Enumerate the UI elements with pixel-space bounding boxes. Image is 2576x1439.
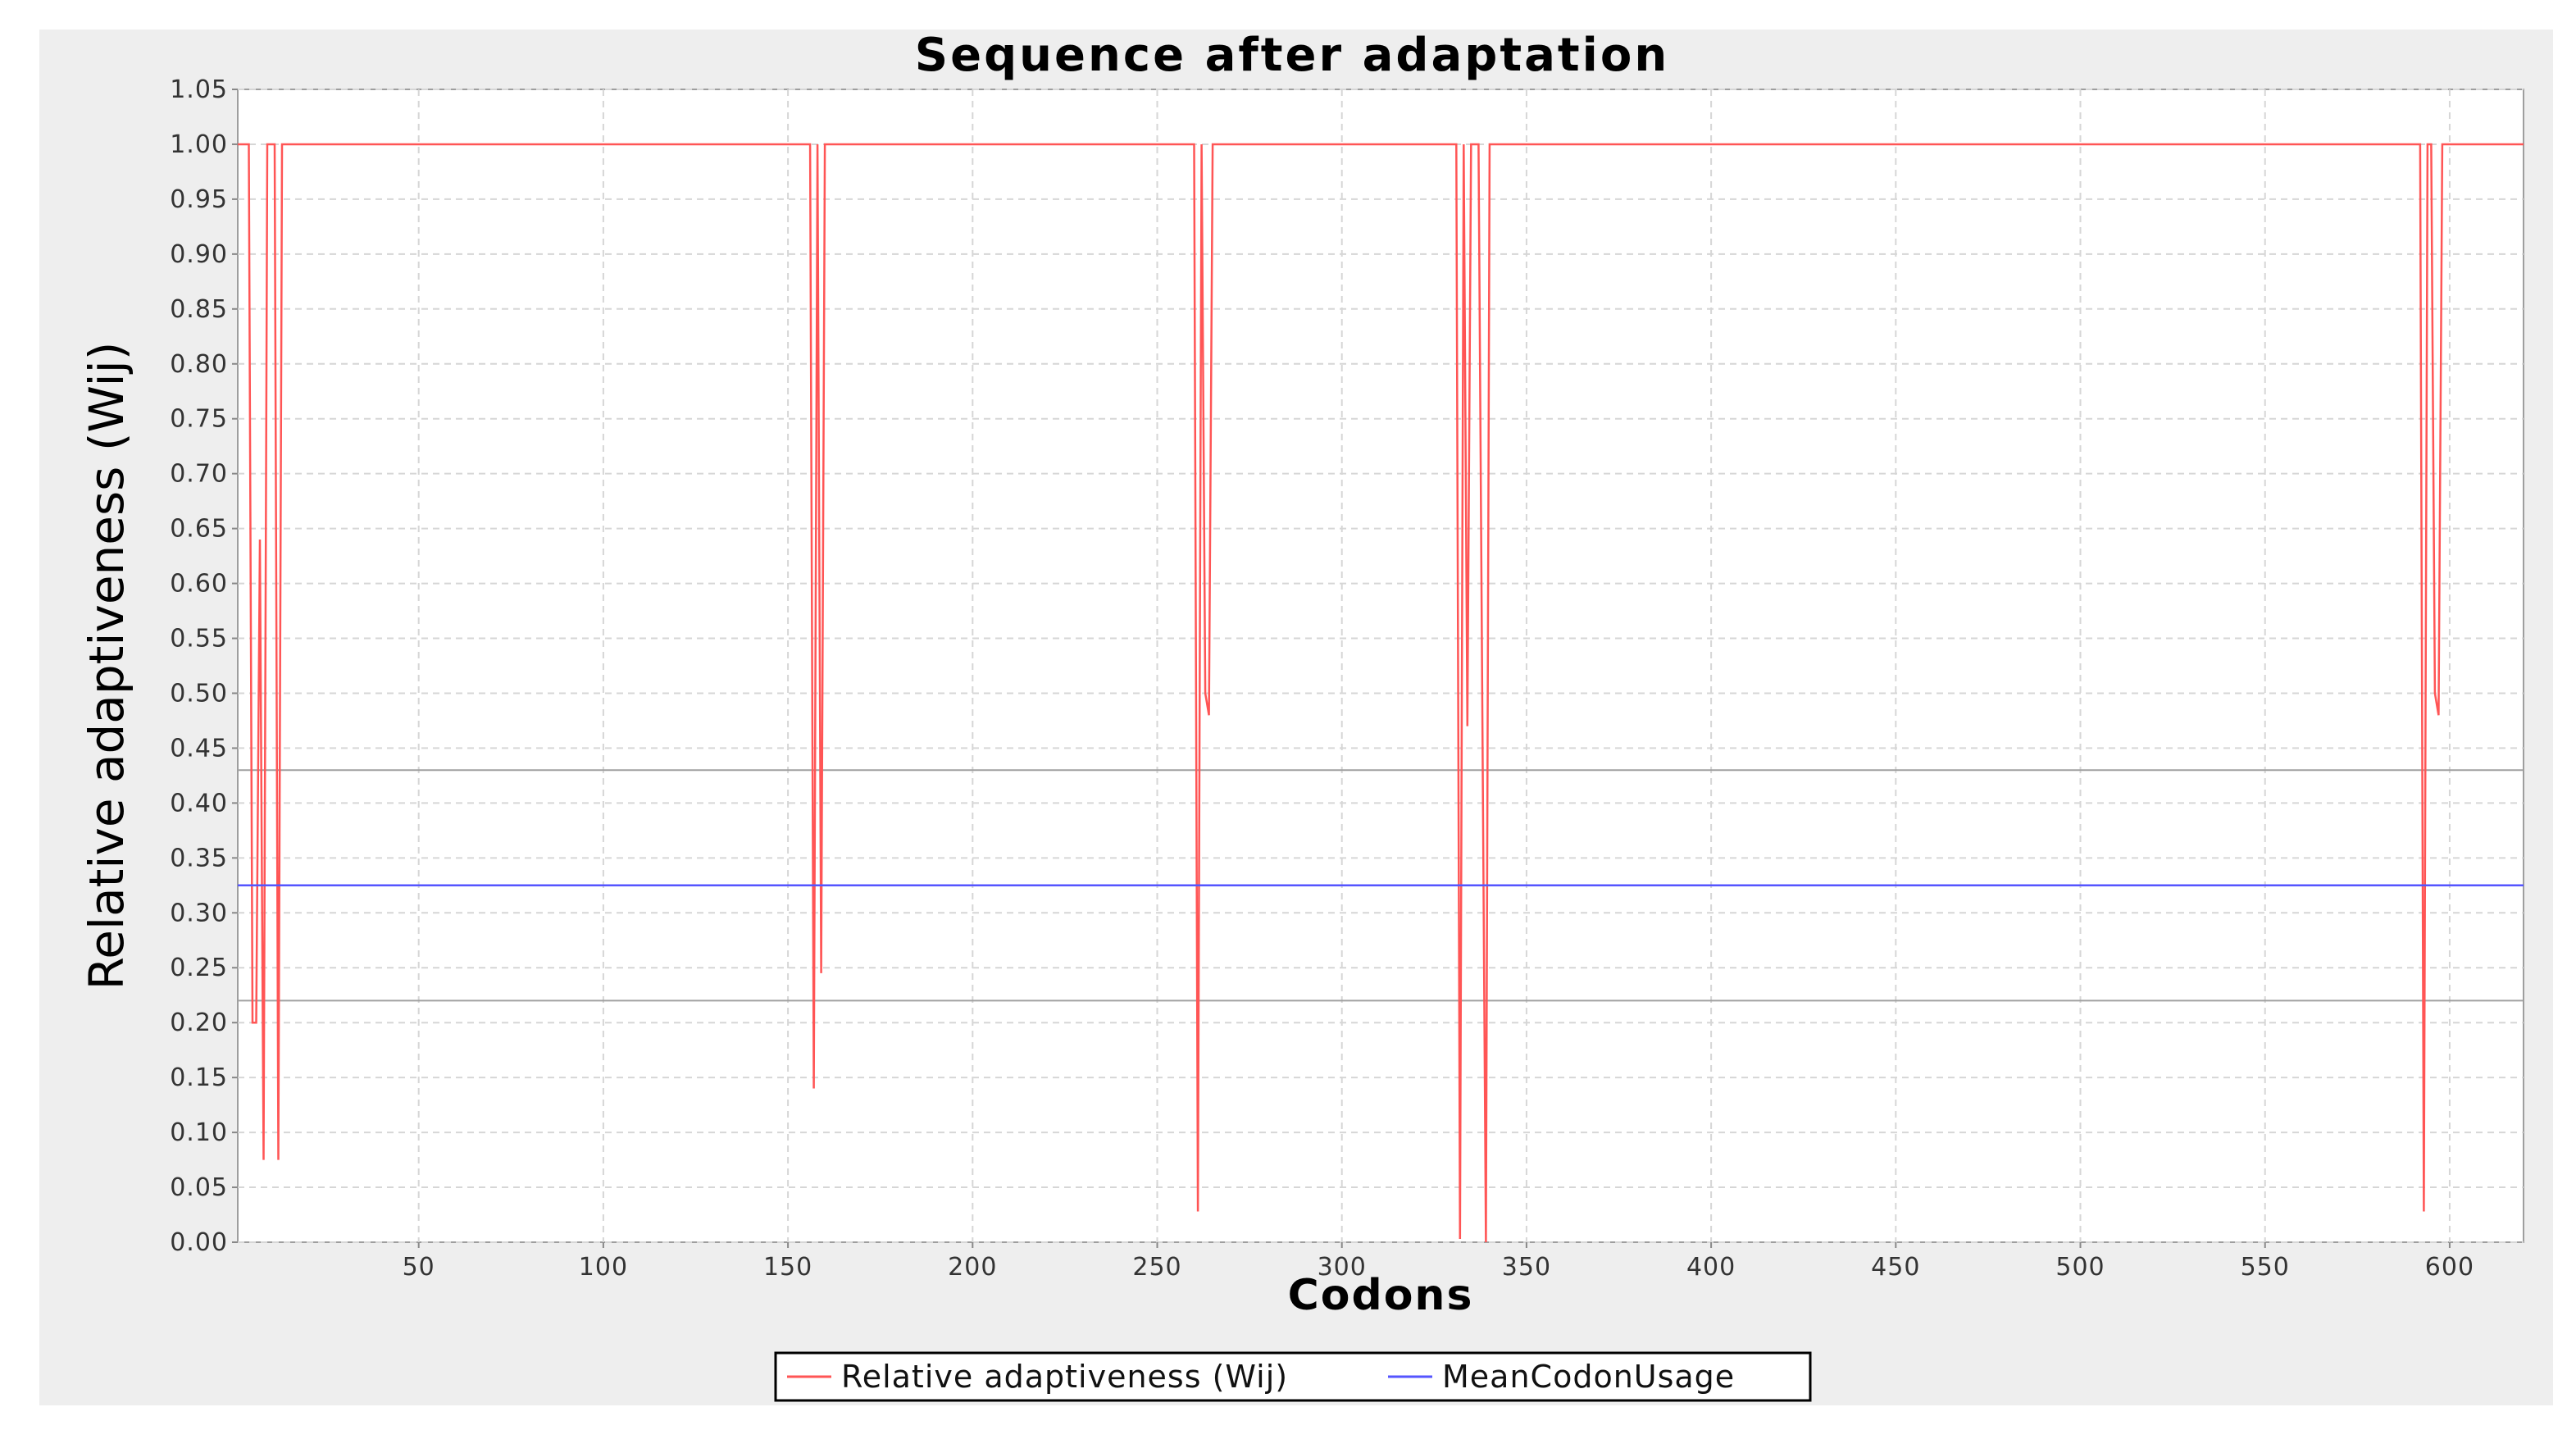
y-tick-label: 0.10 [170, 1118, 228, 1147]
chart-svg: Sequence after adaptation 0.000.050.100.… [79, 30, 2524, 1402]
x-tick-label: 250 [1132, 1253, 1181, 1282]
x-tick-label: 450 [1871, 1253, 1920, 1282]
x-axis-label: Codons [1288, 1271, 1474, 1320]
y-tick-label: 0.30 [170, 899, 228, 927]
x-tick-label: 200 [948, 1253, 997, 1282]
y-tick-label: 0.20 [170, 1009, 228, 1037]
chart-panel: Sequence after adaptation 0.00 0.05 0.10 0.… [39, 30, 2553, 1405]
y-tick-label: 0.60 [170, 570, 228, 599]
legend-label-wij: Relative adaptiveness (Wij) [841, 1359, 1288, 1395]
y-tick-label: 1.05 [170, 75, 228, 104]
y-tick-labels: 0.00 0.05 0.10 0.15 0.20 0.25 0.30 0.35 0.40 0.45… [170, 75, 238, 1257]
x-tick-label: 150 [763, 1253, 812, 1282]
x-tick-label: 550 [2241, 1253, 2290, 1282]
x-tick-label: 50 [403, 1253, 435, 1282]
x-tick-labels: 50 100 150 200 250 300 350 400 450 500 550 600 [403, 1242, 2474, 1282]
y-tick-label: 0.95 [170, 185, 228, 214]
x-tick-label: 350 [1502, 1253, 1551, 1282]
y-tick-label: 0.15 [170, 1063, 228, 1092]
x-tick-label: 100 [579, 1253, 628, 1282]
y-tick-label: 0.75 [170, 405, 228, 434]
x-tick-label: 600 [2425, 1253, 2474, 1282]
y-tick-label: 0.85 [170, 295, 228, 324]
y-tick-label: 0.55 [170, 625, 228, 653]
series-line-wij [238, 143, 2524, 1243]
y-tick-label: 0.50 [170, 679, 228, 708]
y-tick-label: 0.45 [170, 734, 228, 763]
legend-label-mean: MeanCodonUsage [1442, 1359, 1735, 1395]
y-tick-label: 0.80 [170, 350, 228, 379]
y-tick-label: 0.90 [170, 240, 228, 269]
chart-title: Sequence after adaptation [915, 30, 1669, 82]
y-tick-label: 0.40 [170, 789, 228, 817]
x-tick-label: 400 [1686, 1253, 1736, 1282]
x-tick-label: 300 [1318, 1253, 1367, 1282]
y-axis-label: Relative adaptiveness (Wij) [79, 342, 134, 990]
legend-box [774, 1351, 1812, 1402]
y-tick-label: 0.00 [170, 1228, 228, 1257]
legend: Relative adaptiveness (Wij) MeanCodonUsa… [774, 1351, 1812, 1402]
y-tick-label: 1.00 [170, 130, 228, 159]
x-tick-label: 500 [2055, 1253, 2105, 1282]
y-tick-label: 0.25 [170, 954, 228, 982]
series-layer [238, 143, 2524, 1243]
y-tick-label: 0.35 [170, 844, 228, 872]
reference-lines [238, 769, 2524, 1002]
y-tick-label: 0.05 [170, 1173, 228, 1202]
y-tick-label: 0.65 [170, 515, 228, 544]
plot-area [237, 89, 2524, 1243]
y-tick-label: 0.70 [170, 460, 228, 489]
